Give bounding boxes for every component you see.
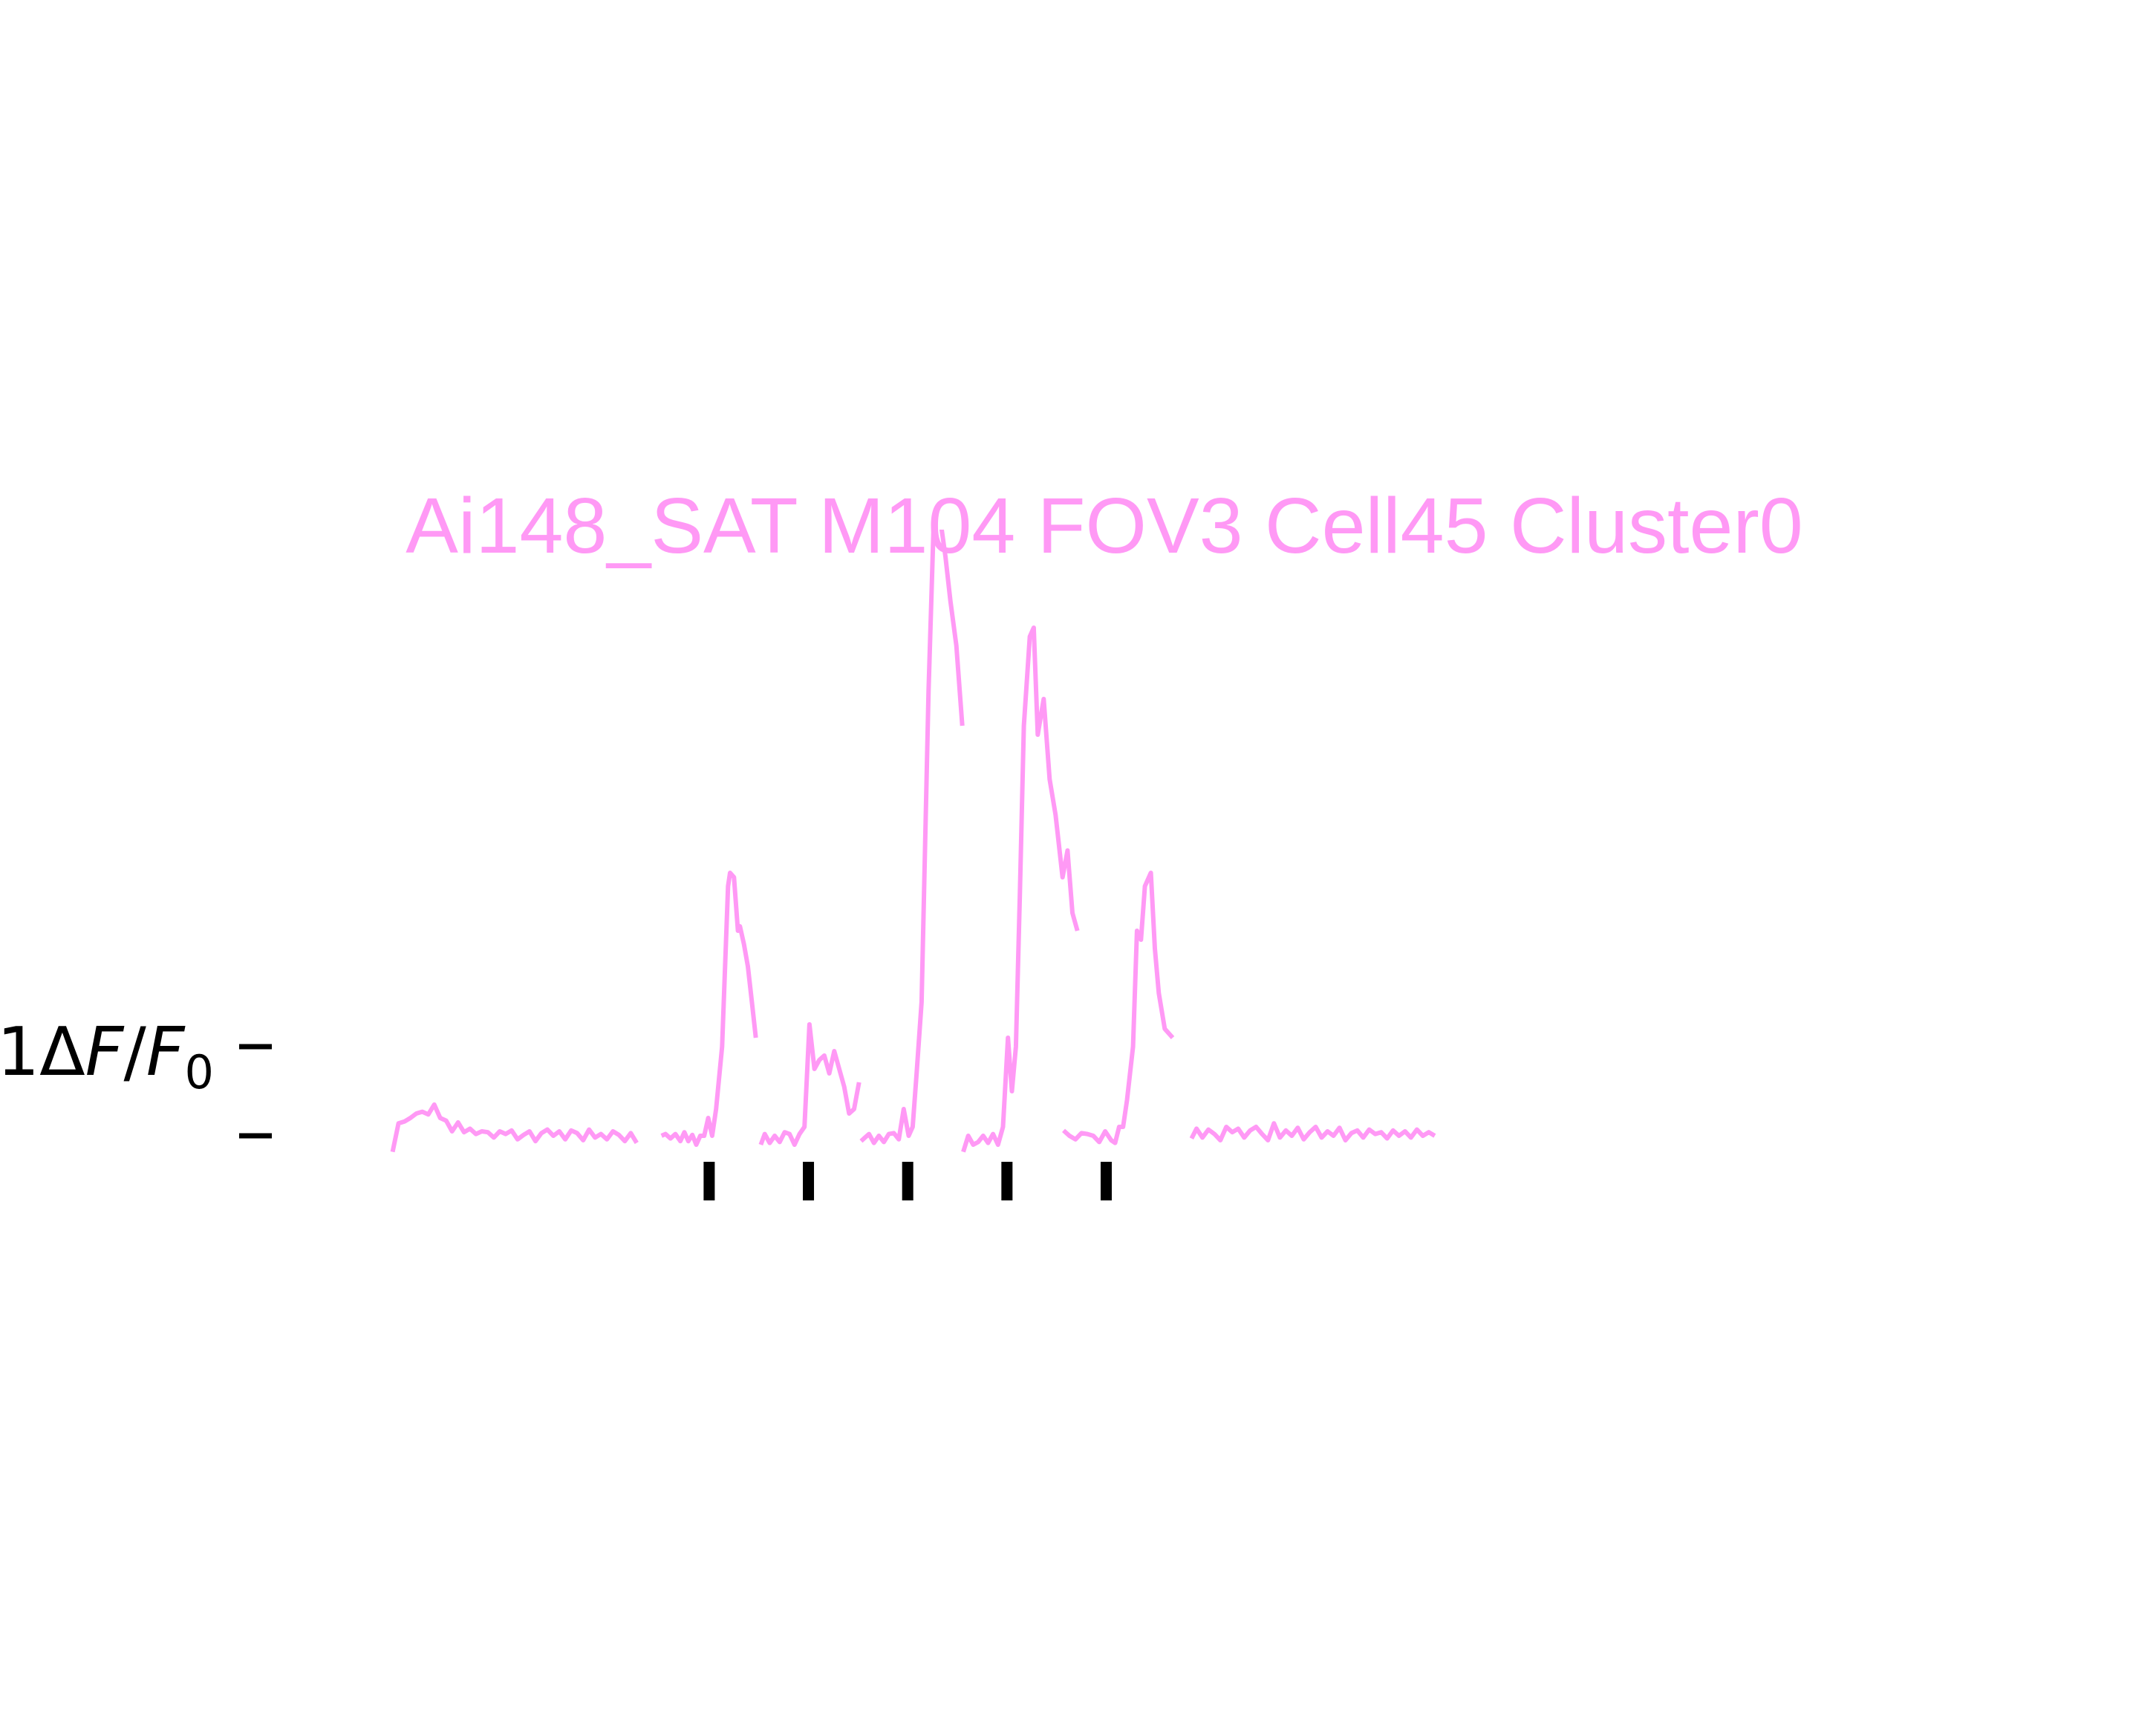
chart-title: Ai148_SAT M104 FOV3 Cell45 Cluster0 — [406, 482, 1802, 570]
y-axis-label: 1ΔF/F0 — [0, 1013, 214, 1099]
stimulus-marker-4 — [1001, 1162, 1013, 1200]
trace-segment-2 — [660, 871, 758, 1147]
stimulus-marker-group — [703, 1162, 1112, 1200]
trace-segment-1 — [390, 1102, 639, 1153]
stimulus-marker-5 — [1100, 1162, 1112, 1200]
fluorescence-trace-group — [390, 530, 1436, 1153]
stimulus-marker-1 — [703, 1162, 715, 1200]
trace-segment-5 — [961, 625, 1080, 1153]
stimulus-marker-2 — [803, 1162, 815, 1200]
trace-segment-6 — [1061, 871, 1175, 1145]
y-scale-bar — [239, 1044, 272, 1139]
trace-segment-7 — [1189, 1121, 1436, 1142]
stimulus-marker-3 — [902, 1162, 913, 1200]
trace-segment-3 — [758, 1022, 862, 1147]
trace-segment-4 — [859, 530, 965, 1145]
